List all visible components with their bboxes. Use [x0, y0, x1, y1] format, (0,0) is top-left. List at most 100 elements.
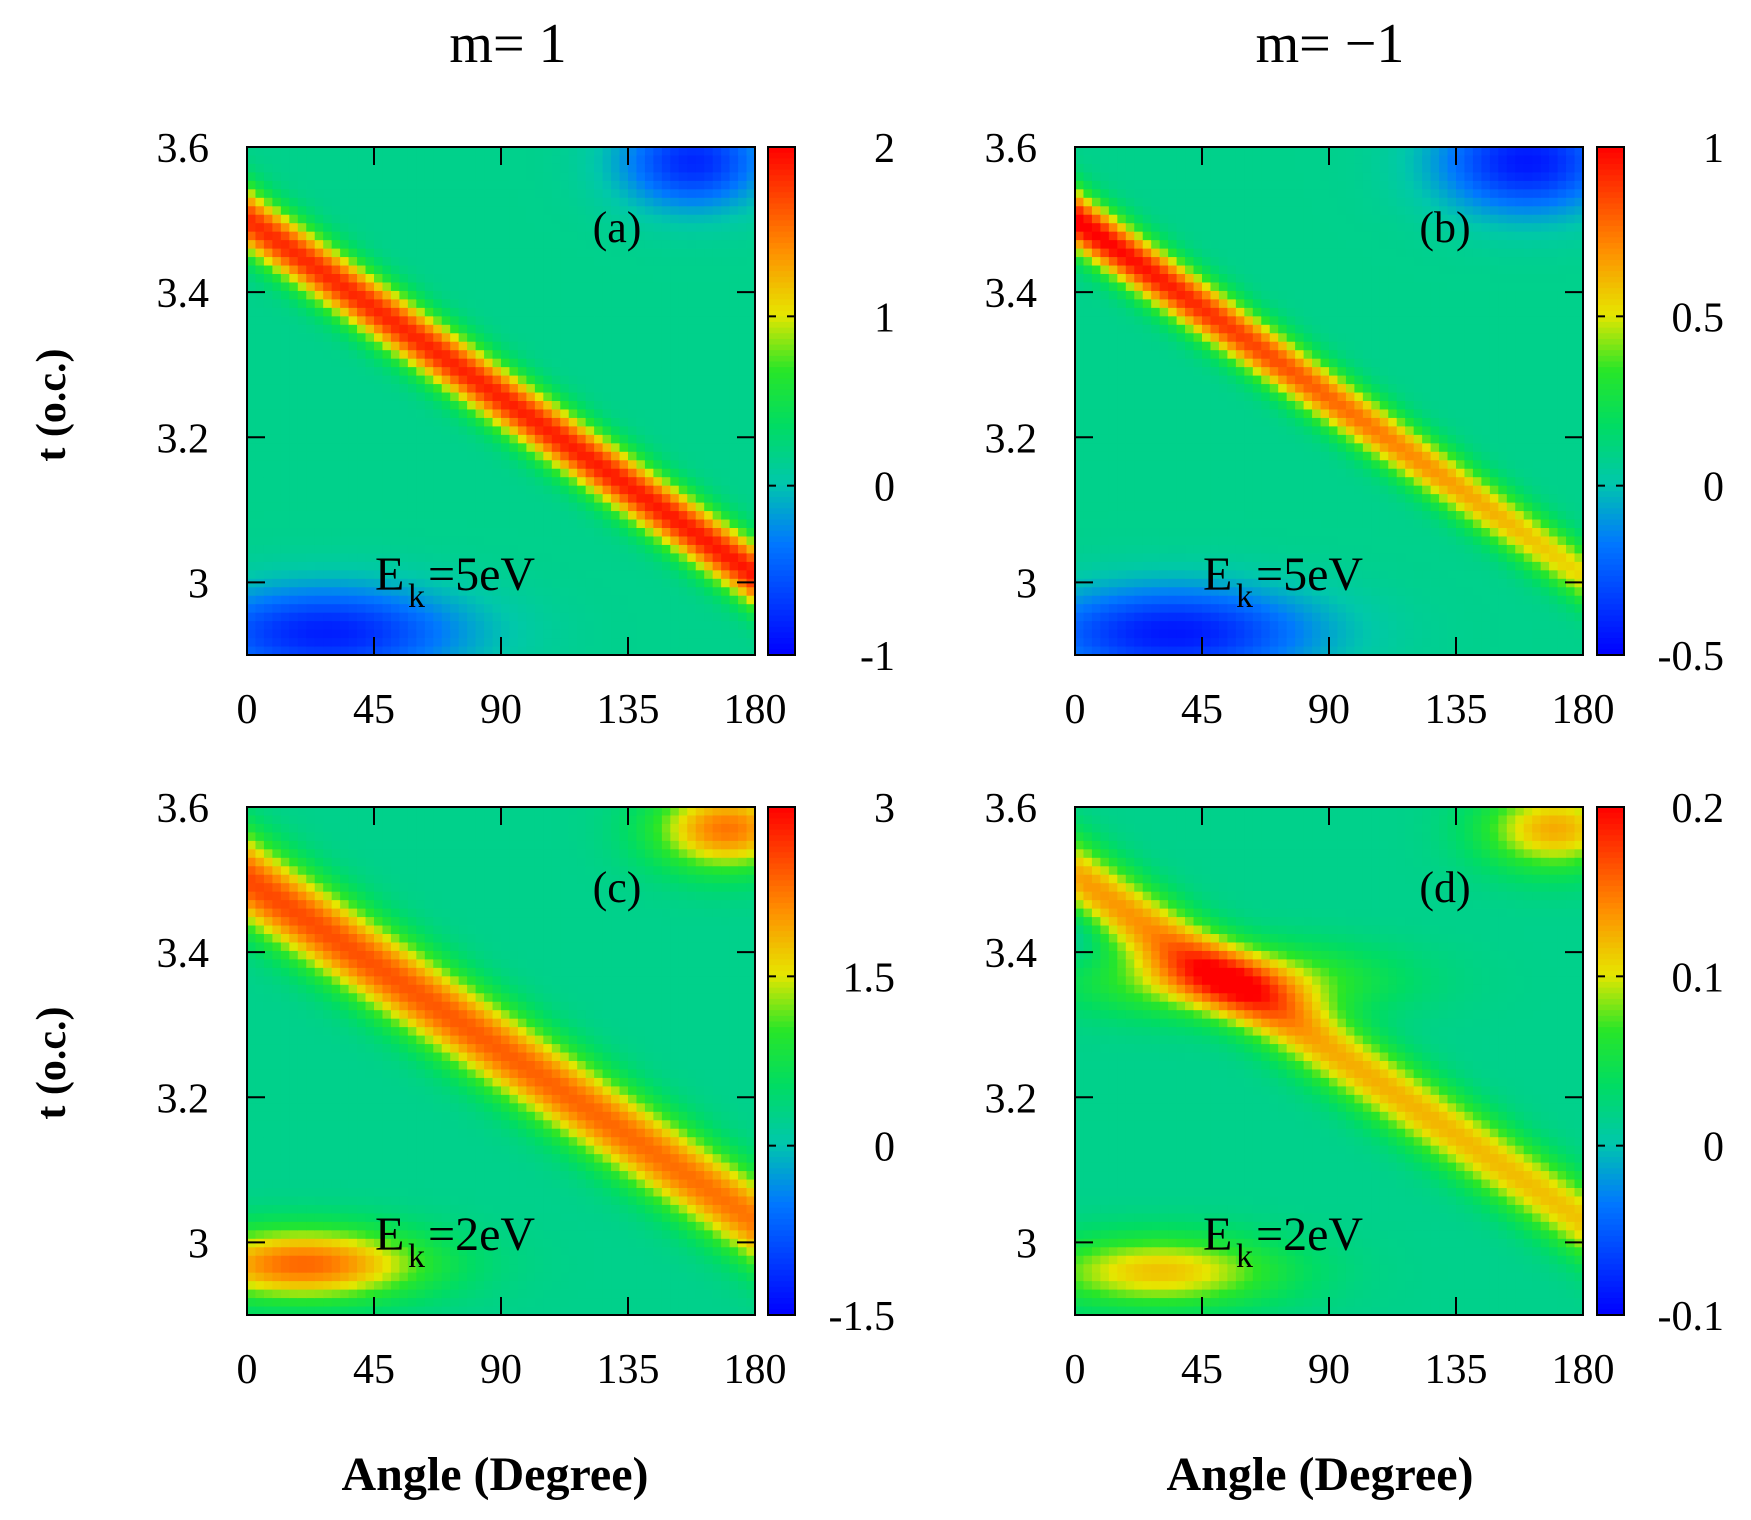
- heatmap-cell: [365, 544, 375, 554]
- heatmap-cell: [416, 426, 426, 436]
- heatmap-cell: [543, 544, 553, 554]
- heatmap-cell: [560, 375, 570, 385]
- heatmap-cell: [1091, 155, 1101, 165]
- heatmap-cell: [594, 290, 604, 300]
- heatmap-cell: [611, 519, 621, 529]
- heatmap-cell: [1168, 621, 1178, 631]
- heatmap-cell: [729, 282, 739, 292]
- heatmap-cell: [1075, 155, 1085, 165]
- heatmap-cell: [323, 544, 333, 554]
- heatmap-cell: [365, 333, 375, 343]
- heatmap-cell: [492, 409, 502, 419]
- heatmap-cell: [314, 172, 324, 182]
- heatmap-cell: [1202, 443, 1212, 453]
- heatmap-cell: [746, 409, 756, 419]
- heatmap-cell: [577, 621, 587, 631]
- heatmap-cell: [407, 468, 417, 478]
- heatmap-cell: [492, 155, 502, 165]
- heatmap-cell: [280, 587, 290, 597]
- heatmap-cell: [746, 612, 756, 622]
- heatmap-cell: [1151, 604, 1161, 614]
- heatmap-cell: [517, 265, 527, 275]
- heatmap-cell: [407, 629, 417, 639]
- heatmap-cell: [594, 350, 604, 360]
- heatmap-cell: [1134, 612, 1144, 622]
- heatmap-cell: [534, 231, 544, 241]
- heatmap-cell: [721, 172, 731, 182]
- heatmap-cell: [1100, 553, 1110, 563]
- heatmap-cell: [695, 646, 705, 656]
- heatmap-cell: [712, 460, 722, 470]
- heatmap-cell: [382, 350, 392, 360]
- heatmap-cell: [1227, 485, 1237, 495]
- heatmap-cell: [551, 155, 561, 165]
- heatmap-cell: [1193, 477, 1203, 487]
- heatmap-cell: [1244, 197, 1254, 207]
- heatmap-cell: [357, 570, 367, 580]
- heatmap-cell: [526, 341, 536, 351]
- heatmap-cell: [526, 595, 536, 605]
- heatmap-cell: [340, 451, 350, 461]
- heatmap-cell: [619, 502, 629, 512]
- heatmap-cell: [653, 426, 663, 436]
- heatmap-cell: [1218, 290, 1228, 300]
- heatmap-cell: [331, 214, 341, 224]
- heatmap-cell: [543, 375, 553, 385]
- x-tick-label: 135: [597, 687, 660, 733]
- heatmap-cell: [534, 172, 544, 182]
- heatmap-cell: [374, 587, 384, 597]
- heatmap-cell: [382, 629, 392, 639]
- heatmap-cell: [467, 544, 477, 554]
- heatmap-cell: [416, 248, 426, 258]
- heatmap-cell: [247, 570, 257, 580]
- colorbar-segment: [768, 530, 795, 538]
- heatmap-cell: [585, 570, 595, 580]
- heatmap-cell: [678, 358, 688, 368]
- heatmap-cell: [721, 629, 731, 639]
- heatmap-cell: [306, 511, 316, 521]
- heatmap-cell: [331, 587, 341, 597]
- heatmap-cell: [636, 621, 646, 631]
- heatmap-cell: [1083, 223, 1093, 233]
- heatmap-cell: [441, 443, 451, 453]
- heatmap-cell: [568, 367, 578, 377]
- heatmap-cell: [509, 189, 519, 199]
- heatmap-cell: [1083, 324, 1093, 334]
- heatmap-cell: [517, 240, 527, 250]
- heatmap-cell: [729, 384, 739, 394]
- heatmap-cell: [509, 367, 519, 377]
- heatmap-cell: [484, 638, 494, 648]
- heatmap-cell: [424, 384, 434, 394]
- heatmap-cell: [704, 468, 714, 478]
- heatmap-cell: [568, 468, 578, 478]
- heatmap-cell: [458, 214, 468, 224]
- heatmap-cell: [1176, 358, 1186, 368]
- heatmap-cell: [1218, 561, 1228, 571]
- heatmap-cell: [475, 307, 485, 317]
- heatmap-cell: [424, 612, 434, 622]
- heatmap-cell: [517, 629, 527, 639]
- heatmap-cell: [1159, 553, 1169, 563]
- heatmap-cell: [712, 265, 722, 275]
- heatmap-cell: [568, 519, 578, 529]
- heatmap-cell: [1235, 511, 1245, 521]
- heatmap-cell: [484, 401, 494, 411]
- heatmap-cell: [568, 341, 578, 351]
- heatmap-cell: [721, 197, 731, 207]
- heatmap-cell: [416, 274, 426, 284]
- heatmap-cell: [263, 578, 273, 588]
- y-axis-label-top: t (o.c.): [29, 348, 75, 461]
- heatmap-cell: [306, 375, 316, 385]
- heatmap-cell: [670, 519, 680, 529]
- heatmap-cell: [247, 324, 257, 334]
- heatmap-cell: [1091, 180, 1101, 190]
- heatmap-cell: [263, 257, 273, 267]
- heatmap-cell: [390, 248, 400, 258]
- heatmap-cell: [1176, 426, 1186, 436]
- heatmap-cell: [492, 477, 502, 487]
- heatmap-cell: [390, 629, 400, 639]
- heatmap-cell: [585, 536, 595, 546]
- heatmap-cell: [407, 240, 417, 250]
- heatmap-cell: [492, 401, 502, 411]
- heatmap-cell: [1125, 282, 1135, 292]
